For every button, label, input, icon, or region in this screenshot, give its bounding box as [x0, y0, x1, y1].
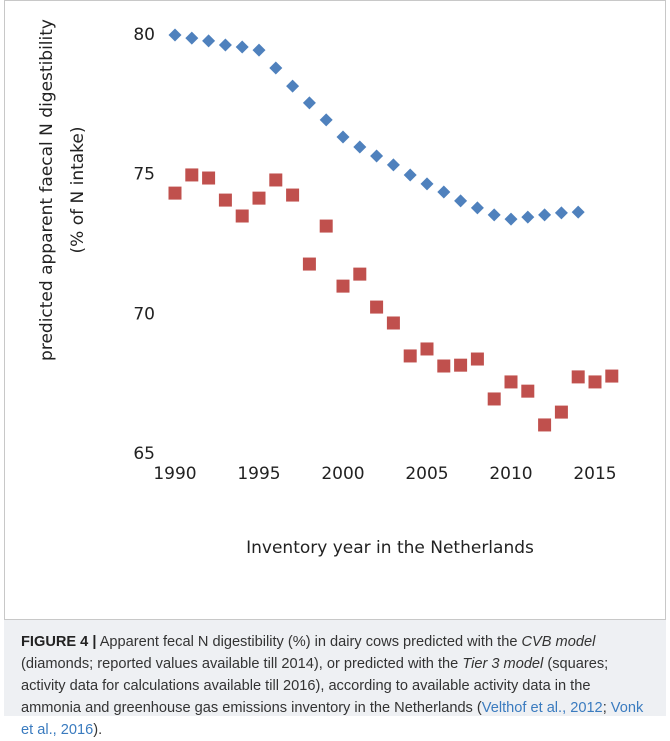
diamond-point — [386, 158, 400, 172]
square-point — [252, 191, 266, 205]
y-axis-label: predicted apparent faecal N digestibilit… — [37, 19, 57, 361]
diamond-point — [286, 79, 300, 93]
diamond-point — [504, 212, 518, 226]
square-point — [454, 358, 468, 372]
square-point — [571, 370, 585, 384]
caption: FIGURE 4 | Apparent fecal N digestibilit… — [4, 620, 666, 738]
square-point — [319, 219, 333, 233]
diamond-point — [521, 210, 535, 224]
diamond-point — [319, 113, 333, 127]
square-point — [202, 171, 216, 185]
caption-text: (squares; activity data for calculations… — [21, 656, 609, 716]
diamond-point — [403, 168, 417, 182]
square-point — [286, 188, 300, 202]
square-point — [470, 352, 484, 366]
square-point — [487, 392, 501, 406]
square-point — [504, 375, 518, 389]
caption-text: ; — [602, 700, 611, 716]
diamond-point — [336, 130, 350, 144]
y-tick-label: 65 — [133, 444, 155, 464]
x-axis-label: Inventory year in the Netherlands — [246, 538, 534, 558]
y-tick-label: 80 — [133, 25, 155, 45]
square-point — [605, 369, 619, 383]
diamond-point — [487, 208, 501, 222]
y-axis-label: (% of N intake) — [68, 126, 88, 253]
diamond-point — [370, 149, 384, 163]
diamond-point — [202, 34, 216, 48]
diamond-point — [252, 43, 266, 57]
caption-reference: Velthof et al., 2012 — [481, 700, 603, 716]
x-tick-label: 2005 — [405, 464, 448, 484]
square-point — [218, 193, 232, 207]
square-point — [420, 342, 434, 356]
square-point — [336, 279, 350, 293]
caption-label: FIGURE 4 | — [21, 634, 97, 650]
y-tick-label: 70 — [133, 304, 155, 324]
square-point — [168, 186, 182, 200]
caption-text: Apparent fecal N digestibility (%) in da… — [99, 634, 522, 650]
diamond-point — [538, 208, 552, 222]
diamond-point — [302, 96, 316, 110]
x-tick-label: 2015 — [573, 464, 616, 484]
diamond-point — [235, 40, 249, 54]
diamond-point — [437, 185, 451, 199]
diamond-point — [168, 28, 182, 42]
square-point — [235, 209, 249, 223]
square-point — [353, 267, 367, 281]
square-point — [554, 405, 568, 419]
square-point — [588, 375, 602, 389]
diamond-point — [353, 140, 367, 154]
caption-text: ). — [93, 722, 103, 738]
x-tick-label: 1990 — [153, 464, 196, 484]
x-tick-label: 2010 — [489, 464, 532, 484]
x-tick-label: 1995 — [237, 464, 280, 484]
square-point — [386, 316, 400, 330]
diamond-point — [470, 201, 484, 215]
caption-text: CVB model — [521, 634, 596, 650]
x-tick-label: 2000 — [321, 464, 364, 484]
chart-frame — [4, 0, 666, 620]
diamond-point — [420, 177, 434, 191]
diamond-point — [269, 61, 283, 75]
diamond-point — [454, 194, 468, 208]
square-point — [403, 349, 417, 363]
square-point — [538, 418, 552, 432]
square-point — [185, 168, 199, 182]
diamond-point — [185, 31, 199, 45]
caption-text: Tier 3 model — [462, 656, 544, 672]
square-point — [302, 257, 316, 271]
square-point — [269, 173, 283, 187]
caption-text: (diamonds; reported values available til… — [21, 656, 463, 672]
chart: predicted apparent faecal N digestibilit… — [4, 0, 666, 620]
square-point — [370, 300, 384, 314]
diamond-point — [554, 206, 568, 220]
diamond-point — [218, 38, 232, 52]
y-tick-label: 75 — [133, 165, 155, 185]
square-point — [521, 384, 535, 398]
diamond-point — [571, 205, 585, 219]
square-point — [437, 359, 451, 373]
figure: predicted apparent faecal N digestibilit… — [4, 0, 666, 738]
